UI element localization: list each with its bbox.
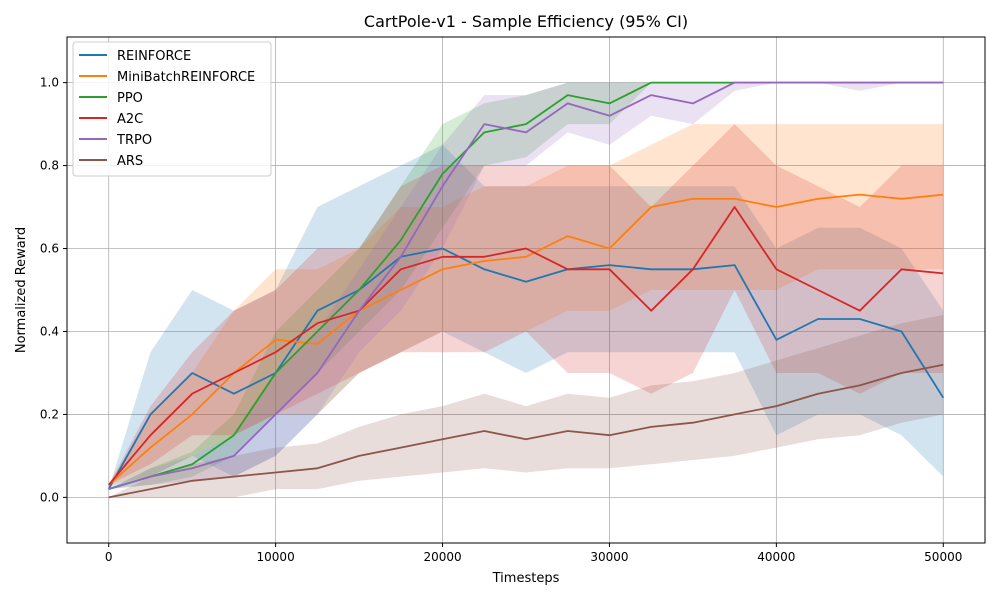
band-trpo [108,82,944,490]
x-tick-label: 50000 [924,550,962,564]
y-tick-label: 0.8 [40,159,59,173]
x-tick-label: 0 [105,550,113,564]
chart-title: CartPole-v1 - Sample Efficiency (95% CI) [364,12,688,31]
line-a2c [108,206,944,486]
line-reinforce [107,247,945,490]
y-axis: 0.0 0.2 0.4 0.6 0.8 1.0 [40,76,67,504]
legend-label-reinforce: REINFORCE [117,49,191,64]
band-ars [108,314,944,498]
y-tick-label: 0.4 [40,324,59,338]
x-tick-label: 40000 [757,550,795,564]
x-tick-label: 30000 [590,550,628,564]
legend-label-ppo: PPO [117,91,143,106]
series-lines [107,81,945,499]
line-trpo [108,81,944,490]
y-tick-label: 0.2 [40,407,59,421]
x-tick-label: 20000 [423,550,461,564]
legend-label-a2c: A2C [117,112,143,127]
y-tick-label: 0.0 [40,490,59,504]
y-axis-label: Normalized Reward [14,227,29,353]
line-minibatchreinforce [108,193,944,486]
legend-label-minibatchreinforce: MiniBatchREINFORCE [117,70,255,85]
legend-box [72,41,272,177]
line-ars [108,363,944,499]
band-a2c [108,124,944,485]
confidence-bands [108,82,944,498]
x-axis: 0 10000 20000 30000 40000 50000 [105,543,962,564]
legend-label-ars: ARS [117,154,143,169]
y-tick-label: 1.0 [40,76,59,90]
x-axis-label: Timesteps [492,571,560,586]
y-tick-label: 0.6 [40,242,59,256]
legend-label-trpo: TRPO [116,133,152,148]
legend: REINFORCE MiniBatchREINFORCE PPO A2C TRPO ARS [72,41,272,177]
band-minibatchreinforce [108,124,944,485]
plot-frame [66,36,986,544]
x-tick-label: 10000 [257,550,295,564]
band-reinforce [108,144,944,490]
